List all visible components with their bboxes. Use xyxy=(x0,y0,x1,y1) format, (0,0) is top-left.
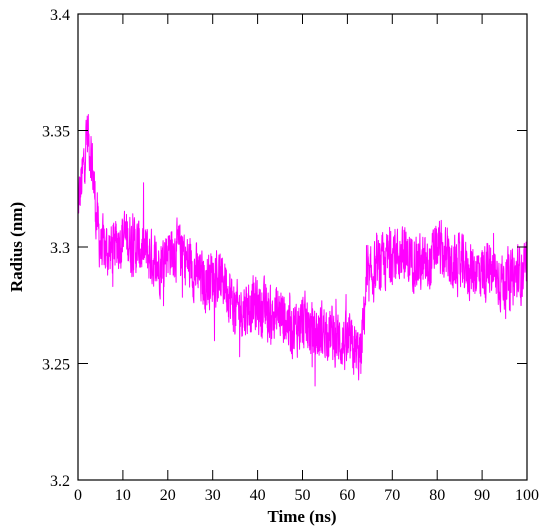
series-line xyxy=(77,113,528,387)
y-axis-title: Radius (nm) xyxy=(7,202,26,292)
x-tick-label: 90 xyxy=(474,487,490,504)
x-tick-label: 0 xyxy=(74,487,82,504)
x-tick-label: 100 xyxy=(515,487,539,504)
x-tick-label: 10 xyxy=(115,487,131,504)
x-tick-label: 30 xyxy=(205,487,221,504)
y-tick-label: 3.4 xyxy=(50,7,70,24)
y-tick-label: 3.35 xyxy=(42,124,70,141)
x-tick-label: 40 xyxy=(250,487,266,504)
x-tick-label: 70 xyxy=(384,487,400,504)
x-axis-title: Time (ns) xyxy=(267,507,336,526)
x-tick-label: 80 xyxy=(429,487,445,504)
series-layer xyxy=(77,113,528,387)
y-tick-label: 3.2 xyxy=(50,473,70,490)
x-tick-label: 20 xyxy=(160,487,176,504)
y-tick-label: 3.3 xyxy=(50,240,70,257)
tick-layer: 0 10 20 30 40 50 60 70 80 90 100 3.2 3.25 3.3 3.35 3.4 xyxy=(42,7,539,504)
x-tick-label: 50 xyxy=(295,487,311,504)
y-tick-label: 3.25 xyxy=(42,357,70,374)
x-tick-label: 60 xyxy=(339,487,355,504)
